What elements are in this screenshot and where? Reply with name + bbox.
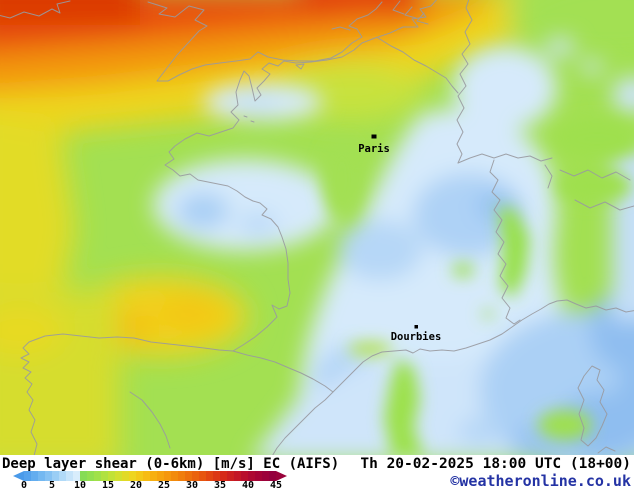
colorbar-tick-label: 25: [157, 480, 171, 490]
colorbar-tick-label: 35: [213, 480, 227, 490]
colorbar-tick-label: 30: [185, 480, 199, 490]
colorbar-tick-label: 20: [129, 480, 143, 490]
legend-datetime: Th 20-02-2025 18:00 UTC (18+00): [360, 456, 631, 472]
colorbar-left-arrow: [13, 471, 24, 481]
colorbar-tick-label: 10: [73, 480, 87, 490]
colorbar-tick-label: 45: [269, 480, 283, 490]
colorbar-tick-label: 0: [20, 480, 28, 490]
city-label-dourbies: Dourbies: [391, 331, 442, 343]
colorbar-gradient: [24, 471, 276, 481]
colorbar-tick-label: 5: [48, 480, 56, 490]
legend-bar: Deep layer shear (0-6km) [m/s] EC (AIFS)…: [0, 455, 634, 490]
colorbar-right-arrow: [276, 471, 287, 481]
colorbar-tick-label: 40: [241, 480, 255, 490]
coastlines: [0, 0, 634, 455]
city-marker-dourbies: Dourbies: [391, 325, 442, 343]
shear-field: Paris Dourbies: [0, 0, 634, 455]
colorbar-ticks: 0 5 10 15 20 25 30 35 40 45: [0, 481, 634, 490]
city-label-paris: Paris: [358, 143, 390, 155]
colorbar-tick-label: 15: [101, 480, 115, 490]
map-canvas: Paris Dourbies: [0, 0, 634, 455]
map-area: Paris Dourbies: [0, 0, 634, 455]
copyright-link[interactable]: ©weatheronline.co.uk: [450, 472, 631, 490]
city-marker-paris: Paris: [358, 134, 390, 155]
legend-title: Deep layer shear (0-6km) [m/s] EC (AIFS): [2, 456, 340, 472]
